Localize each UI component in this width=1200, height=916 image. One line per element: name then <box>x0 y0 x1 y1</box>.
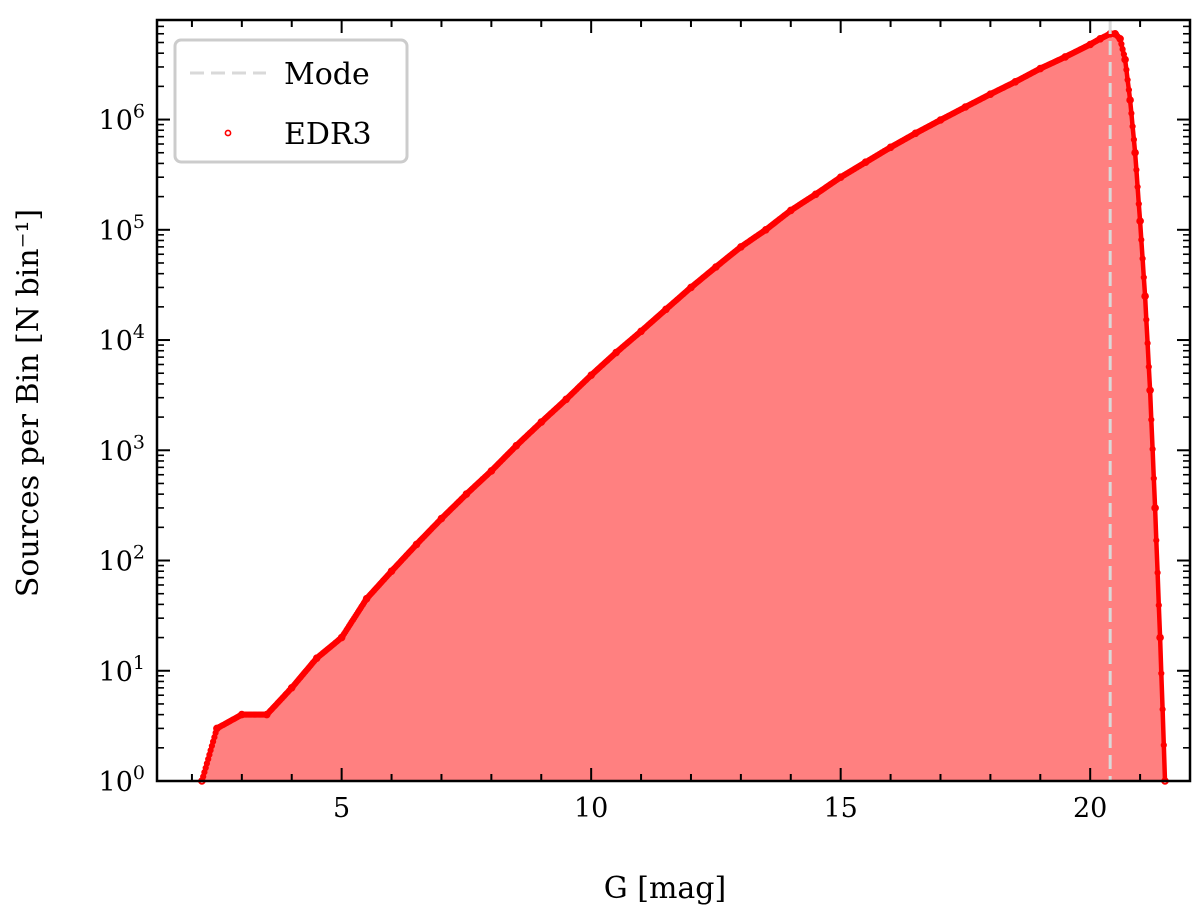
data-point-0-35 <box>1061 53 1069 61</box>
data-point-0-12 <box>487 467 496 475</box>
data-point-0-39 <box>1111 29 1119 38</box>
y-tick-label: 103 <box>99 431 145 467</box>
data-point <box>1150 475 1157 482</box>
y-axis-title: Sources per Bin [N bin⁻¹] <box>11 209 46 597</box>
data-point-0-47 <box>1151 504 1159 512</box>
data-point-0-13 <box>512 441 521 450</box>
data-point <box>1130 136 1138 143</box>
data-point <box>1155 602 1162 609</box>
data-point-0-1 <box>213 724 221 733</box>
data-point-0-44 <box>1136 217 1144 225</box>
y-tick-label: 101 <box>99 652 145 688</box>
data-point-0-3 <box>262 710 271 719</box>
legend-mode-label: Mode <box>284 57 370 92</box>
x-tick-label: 15 <box>823 793 857 824</box>
data-point-0-31 <box>961 103 970 111</box>
data-point-0-9 <box>412 540 421 549</box>
data-point <box>1143 316 1150 323</box>
legend-edr3-label: EDR3 <box>284 117 372 152</box>
data-point-0-24 <box>786 206 795 215</box>
data-point-0-21 <box>712 263 720 271</box>
x-tick-label: 20 <box>1073 793 1107 824</box>
data-point-0-30 <box>936 116 945 124</box>
data-point-0-42 <box>1126 96 1134 104</box>
data-point-0-6 <box>337 633 346 642</box>
data-point <box>1133 166 1140 173</box>
data-point <box>1144 340 1151 347</box>
x-tick-label: 5 <box>333 793 350 824</box>
data-point-0-15 <box>562 395 571 404</box>
data-point-0-33 <box>1011 78 1020 86</box>
data-point-0-7 <box>362 594 371 603</box>
x-axis-title: G [mag] <box>604 871 726 906</box>
legend-box <box>173 38 409 164</box>
data-point-0-19 <box>662 305 670 314</box>
data-point-0-28 <box>886 143 895 152</box>
x-tick-label: 10 <box>574 793 608 824</box>
data-point-0-10 <box>437 514 446 523</box>
plot-area <box>198 20 1169 785</box>
y-tick-label: 104 <box>99 321 145 357</box>
data-point-0-16 <box>587 371 596 380</box>
series-area-0 <box>201 33 1165 782</box>
data-point-0-22 <box>737 243 745 251</box>
data-point-0-45 <box>1141 292 1149 301</box>
data-point-0-43 <box>1131 148 1139 157</box>
data-point <box>1140 274 1147 281</box>
y-tick-label: 105 <box>99 211 145 247</box>
legend-edr3-marker-icon <box>224 129 232 137</box>
data-point-0-48 <box>1156 633 1164 642</box>
data-point <box>1149 446 1156 453</box>
data-point-0-34 <box>1036 64 1045 73</box>
data-point-0-25 <box>811 190 820 199</box>
data-point-0-26 <box>836 173 845 181</box>
data-point <box>1154 569 1161 576</box>
data-point <box>1139 255 1146 262</box>
data-point <box>1159 706 1166 713</box>
data-point <box>1123 66 1130 73</box>
data-point-0-32 <box>986 90 995 98</box>
data-point-0-14 <box>537 418 546 426</box>
data-point <box>1128 110 1135 117</box>
data-point <box>1138 236 1145 243</box>
data-point-0-17 <box>612 348 620 357</box>
y-tick-label: 100 <box>99 762 145 798</box>
data-point-0-41 <box>1121 55 1129 64</box>
data-point-0-23 <box>761 226 770 234</box>
data-point-0-40 <box>1116 34 1124 43</box>
data-point-0-11 <box>462 490 471 498</box>
data-point <box>1145 363 1152 370</box>
data-point <box>1158 670 1165 677</box>
legend: Mode EDR3 <box>173 38 409 164</box>
plot-frame <box>155 18 1192 783</box>
data-point-0-5 <box>312 654 321 663</box>
data-point-0-4 <box>287 683 296 692</box>
data-point <box>1153 537 1160 544</box>
data-point-0-18 <box>637 327 645 336</box>
data-point <box>1134 183 1141 191</box>
data-point <box>1129 123 1136 130</box>
data-point <box>1160 741 1167 749</box>
data-point-0-20 <box>687 283 695 292</box>
data-point-0-46 <box>1146 386 1154 395</box>
data-point-0-2 <box>238 710 246 719</box>
data-point <box>1148 416 1155 423</box>
data-point <box>1124 76 1131 84</box>
y-tick-label: 106 <box>99 101 145 137</box>
data-point <box>1135 200 1142 208</box>
data-point-0-27 <box>861 158 870 166</box>
data-point-0-29 <box>911 129 920 138</box>
data-point-0-36 <box>1086 40 1094 49</box>
y-tick-label: 102 <box>99 542 145 578</box>
data-point-0-37 <box>1096 34 1104 43</box>
axes: 5 10 15 20 100 101 102 103 104 105 106 <box>99 18 1192 824</box>
data-point <box>1125 86 1133 94</box>
data-point-0-8 <box>387 567 396 576</box>
